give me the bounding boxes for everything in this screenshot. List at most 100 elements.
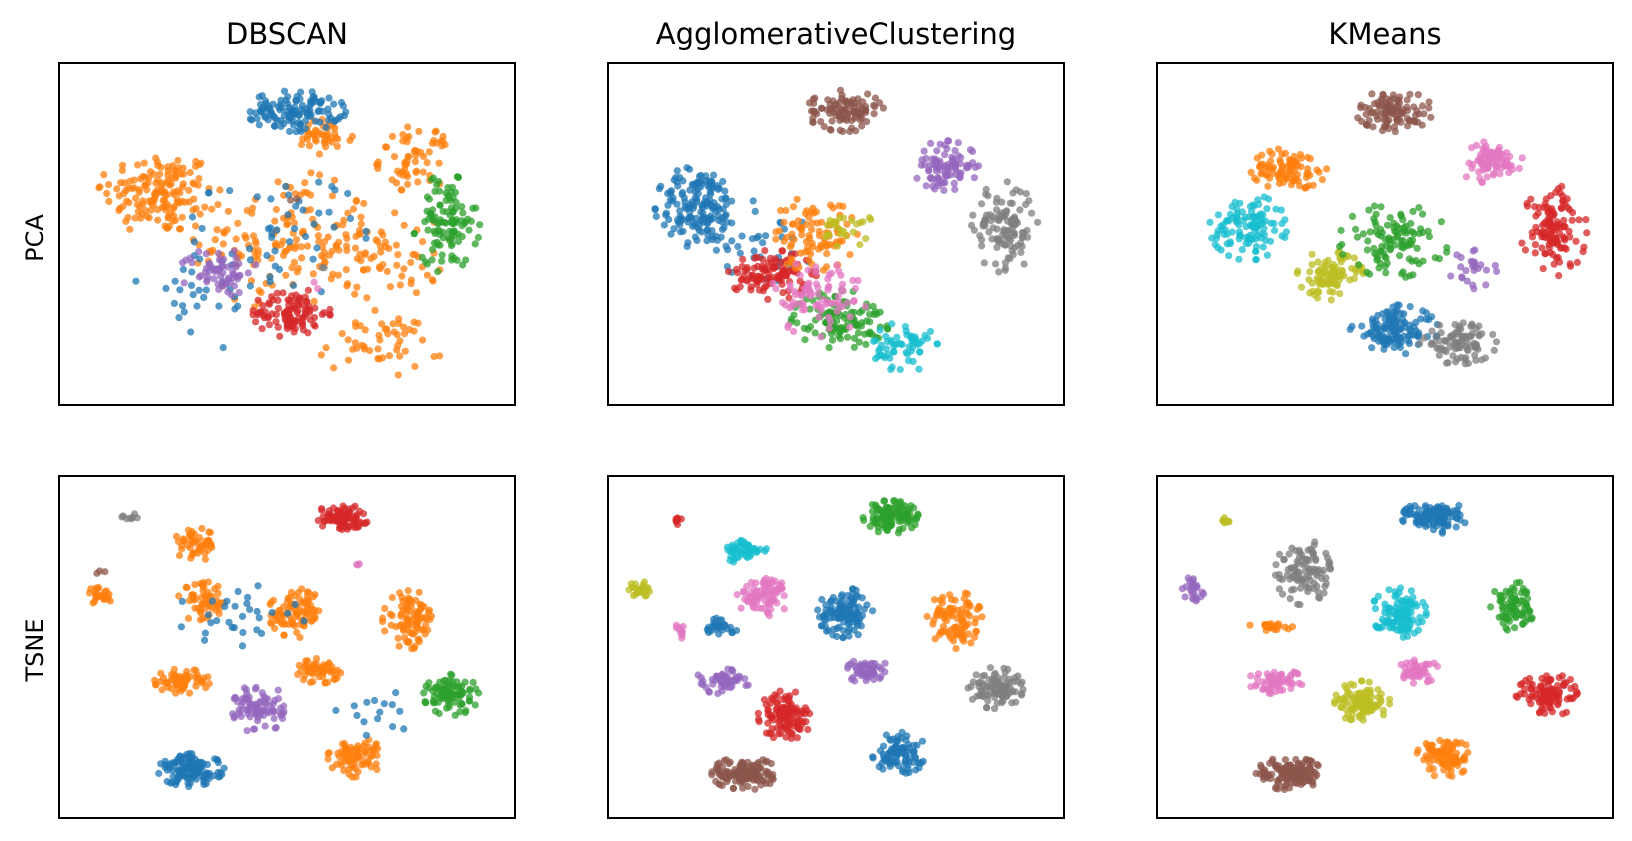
scatter-point-olive	[1314, 258, 1322, 266]
scatter-point-orange	[182, 583, 190, 592]
scatter-point-gray	[986, 211, 994, 219]
scatter-point-green	[454, 237, 463, 245]
scatter-point-olive	[643, 585, 651, 593]
scatter-point-olive	[849, 228, 857, 236]
scatter-point-purple	[227, 291, 235, 299]
scatter-point-cyan	[1272, 205, 1280, 213]
scatter-point-cyan	[1278, 232, 1286, 240]
scatter-point-pink	[804, 266, 812, 274]
scatter-point-green	[442, 189, 450, 197]
scatter-point-pink	[817, 306, 825, 314]
scatter-point-orange	[330, 364, 338, 372]
scatter-point-green	[1410, 230, 1418, 238]
scatter-point-orange	[153, 158, 161, 166]
scatter-point-orange	[249, 232, 258, 240]
scatter-point-green	[1374, 254, 1382, 262]
scatter-point-orange	[436, 352, 444, 360]
scatter-point-orange	[134, 161, 142, 169]
scatter-point-orange	[328, 247, 336, 255]
scatter-point-cyan	[888, 320, 896, 328]
scatter-point-orange	[399, 171, 407, 179]
scatter-point-orange	[772, 235, 780, 243]
scatter-point-brown	[93, 569, 101, 577]
scatter-point-purple	[205, 260, 213, 268]
panel-tsne-agglomerativeclustering	[607, 475, 1065, 819]
scatter-point-green	[476, 221, 484, 229]
scatter-point-green	[880, 497, 888, 505]
scatter-point-orange	[216, 186, 224, 194]
scatter-point-orange	[360, 742, 368, 750]
scatter-point-green	[420, 689, 428, 697]
scatter-point-purple	[182, 256, 190, 264]
scatter-point-red	[356, 518, 364, 526]
scatter-point-red	[1583, 229, 1591, 237]
scatter-point-cyan	[907, 332, 915, 340]
scatter-point-blue	[162, 284, 170, 292]
scatter-point-purple	[215, 249, 223, 257]
scatter-point-orange	[948, 595, 956, 604]
scatter-point-gray	[991, 705, 999, 713]
scatter-point-orange	[196, 616, 204, 624]
scatter-point-blue	[1389, 320, 1397, 329]
scatter-point-purple	[952, 165, 960, 173]
scatter-point-blue	[196, 255, 204, 263]
scatter-point-orange	[432, 127, 440, 135]
scatter-point-orange	[358, 756, 366, 764]
scatter-point-red	[1534, 209, 1542, 217]
scatter-point-cyan	[752, 548, 761, 556]
scatter-point-blue	[836, 602, 844, 610]
scatter-point-gray	[1464, 339, 1472, 347]
scatter-point-purple	[866, 666, 875, 674]
scatter-point-orange	[805, 232, 813, 240]
scatter-point-green	[474, 233, 482, 242]
scatter-point-orange	[172, 689, 180, 697]
scatter-point-orange	[375, 263, 383, 271]
scatter-point-green	[436, 678, 444, 686]
scatter-point-blue	[380, 700, 388, 708]
scatter-point-purple	[861, 662, 870, 670]
scatter-point-red	[759, 287, 767, 295]
scatter-point-orange	[414, 618, 422, 626]
scatter-point-red	[1558, 244, 1566, 252]
scatter-point-blue	[255, 121, 263, 129]
scatter-point-blue	[1375, 337, 1383, 345]
scatter-point-orange	[356, 230, 364, 238]
scatter-point-blue	[1405, 332, 1413, 340]
scatter-point-purple	[920, 161, 929, 169]
scatter-point-brown	[1414, 91, 1422, 99]
scatter-point-red	[276, 332, 284, 340]
scatter-point-blue	[718, 616, 726, 624]
scatter-point-purple	[261, 722, 269, 730]
scatter-point-orange	[959, 617, 967, 625]
scatter-point-green	[902, 510, 911, 518]
scatter-point-red	[257, 308, 265, 316]
scatter-point-cyan	[1252, 247, 1260, 256]
scatter-point-purple	[235, 272, 243, 280]
scatter-point-brown	[807, 107, 816, 115]
scatter-point-pink	[752, 579, 760, 587]
scatter-point-brown	[1383, 117, 1391, 125]
scatter-point-orange	[407, 276, 415, 284]
scatter-point-cyan	[896, 365, 904, 374]
scatter-point-pink	[801, 306, 809, 314]
scatter-point-red	[1546, 249, 1554, 257]
scatter-point-blue	[267, 108, 275, 116]
scatter-point-orange	[952, 631, 961, 639]
scatter-point-red	[739, 255, 747, 263]
scatter-point-orange	[353, 747, 361, 755]
scatter-point-orange	[399, 131, 407, 139]
scatter-point-pink	[786, 304, 794, 312]
scatter-point-gray	[975, 679, 983, 687]
scatter-point-orange	[252, 240, 260, 248]
scatter-point-orange	[798, 231, 806, 239]
scatter-point-blue	[315, 209, 323, 217]
scatter-point-red	[724, 267, 733, 276]
scatter-point-blue	[899, 743, 907, 752]
scatter-point-orange	[352, 197, 360, 205]
scatter-point-orange	[272, 205, 280, 214]
scatter-point-blue	[667, 230, 675, 238]
scatter-point-cyan	[1260, 225, 1268, 233]
scatter-point-gray	[320, 264, 328, 272]
scatter-point-orange	[139, 200, 147, 208]
scatter-point-blue	[353, 711, 361, 720]
